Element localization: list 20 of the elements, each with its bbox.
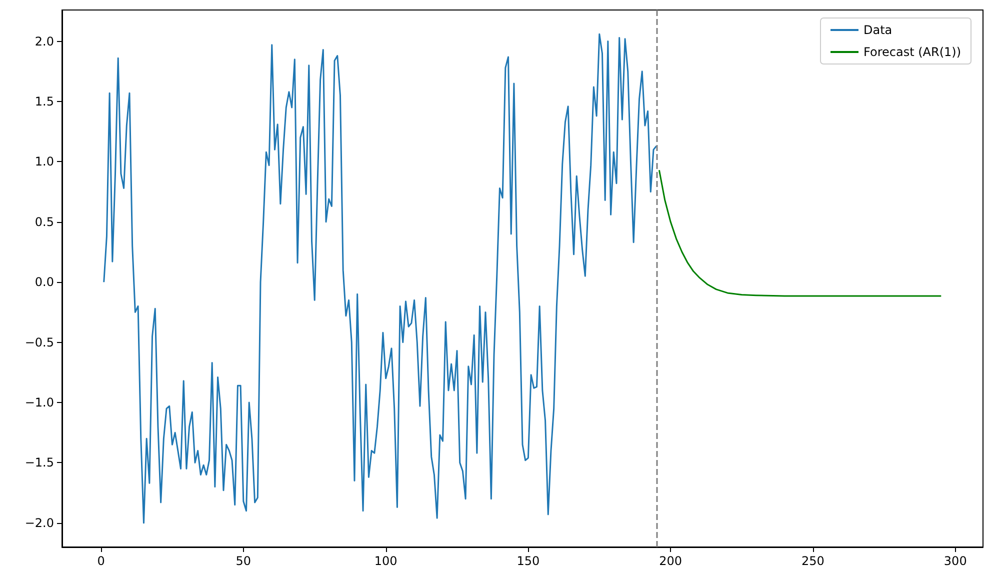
line-series (103, 33, 658, 524)
legend-label: Forecast (AR(1)) (864, 45, 961, 59)
x-tick-label: 0 (97, 554, 105, 568)
y-tick-label: −1.0 (24, 396, 54, 410)
y-tick-label: 1.5 (34, 94, 54, 109)
x-tick-label: 50 (236, 554, 252, 568)
legend-label: Data (864, 23, 892, 37)
y-tick-label: 0.0 (34, 275, 54, 290)
y-tick-label: 2.0 (34, 34, 54, 48)
y-tick-label: −0.5 (24, 335, 54, 350)
x-tick-label: 100 (374, 554, 398, 568)
y-tick-label: −1.5 (24, 456, 54, 470)
y-tick-label: −2.0 (24, 516, 54, 530)
line-series (658, 169, 942, 297)
x-tick-label: 250 (802, 554, 824, 568)
y-tick-label: 0.5 (34, 214, 54, 229)
x-tick-label: 150 (516, 554, 540, 568)
y-tick-label: 1.0 (34, 154, 54, 169)
x-tick-label: 200 (659, 554, 682, 568)
x-tick-label: 300 (944, 554, 967, 568)
